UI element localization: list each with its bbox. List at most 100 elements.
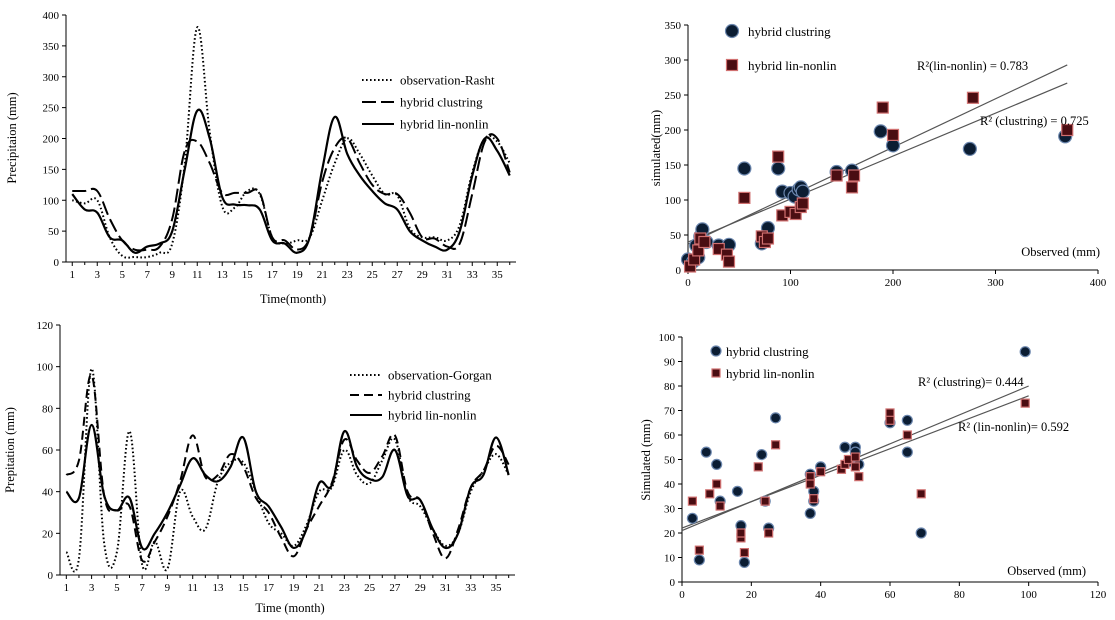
x-tick-label: 13 [217, 269, 229, 281]
data-point-lin-nonlin [902, 430, 912, 440]
y-tick-label: 90 [664, 357, 676, 369]
x-tick-label: 15 [242, 269, 254, 281]
y-tick-label: 50 [670, 230, 682, 242]
x-axis-title: Time(month) [260, 292, 326, 306]
y-tick-label: 80 [42, 403, 54, 415]
data-point-lin-nonlin [736, 528, 746, 538]
x-tick-label: 21 [314, 582, 325, 594]
x-tick-label: 35 [492, 269, 504, 281]
y-tick-label: 50 [48, 226, 60, 238]
x-tick-label: 33 [467, 269, 479, 281]
y-tick-label: 100 [37, 362, 54, 374]
y-tick-label: 20 [664, 528, 676, 540]
data-point-lin-nonlin [830, 169, 843, 182]
y-tick-label: 300 [43, 72, 60, 84]
x-tick-label: 11 [192, 269, 203, 281]
x-axis-title: Observed (mm) [1007, 564, 1086, 578]
x-tick-label: 29 [415, 582, 427, 594]
legend-label: observation-Rasht [400, 73, 495, 88]
data-point-lin-nonlin [886, 128, 900, 141]
x-tick-label: 31 [440, 582, 451, 594]
x-tick-label: 23 [342, 269, 354, 281]
y-tick-label: 0 [54, 257, 60, 269]
y-axis-title: Simulated (mm) [639, 419, 653, 501]
legend-label: hybrid clustring [748, 24, 831, 39]
r-squared-annotation: R² (clustring) = 0.725 [980, 114, 1089, 128]
x-tick-label: 25 [364, 582, 376, 594]
trendline-lin-nonlin [687, 64, 1068, 245]
data-point-lin-nonlin [885, 415, 895, 425]
legend-label: hybrid lin-nonlin [726, 366, 815, 381]
x-tick-label: 1 [64, 582, 70, 594]
y-tick-label: 60 [664, 430, 676, 442]
y-tick-label: 150 [665, 160, 682, 172]
x-tick-label: 7 [139, 582, 145, 594]
legend-marker [710, 345, 722, 357]
y-tick-label: 350 [43, 41, 60, 53]
data-point-lin-nonlin [712, 479, 722, 489]
x-tick-label: 31 [442, 269, 453, 281]
x-tick-label: 0 [679, 589, 685, 601]
x-tick-label: 80 [954, 589, 966, 601]
data-point-clustring [711, 458, 723, 470]
data-point-clustring [731, 485, 744, 497]
y-tick-label: 80 [664, 381, 676, 393]
series-line-observation-rasht [71, 26, 511, 259]
data-point-lin-nonlin [876, 101, 889, 114]
r-squared-annotation: R² (lin-nonlin)= 0.592 [958, 420, 1069, 434]
x-tick-label: 7 [145, 269, 151, 281]
legend-marker [724, 23, 740, 39]
x-tick-label: 0 [685, 277, 691, 289]
data-point-clustring [915, 527, 927, 539]
data-point-clustring [686, 512, 699, 524]
data-point-clustring [769, 412, 782, 424]
x-tick-label: 13 [212, 582, 224, 594]
y-tick-label: 10 [664, 553, 676, 565]
y-tick-label: 0 [48, 570, 54, 582]
r-squared-annotation: R² (clustring)= 0.444 [918, 375, 1024, 389]
x-tick-label: 120 [1090, 589, 1107, 601]
data-point-lin-nonlin [796, 197, 809, 210]
data-point-lin-nonlin [694, 545, 704, 555]
series-line-observation-gorgan [65, 367, 510, 573]
data-point-lin-nonlin [760, 496, 770, 506]
data-point-lin-nonlin [1061, 123, 1074, 137]
legend-marker [711, 368, 721, 378]
legend-label: hybrid lin-nonlin [388, 408, 477, 423]
x-axis-title: Observed (mm) [1021, 245, 1100, 259]
x-tick-label: 1 [70, 269, 76, 281]
y-tick-label: 200 [665, 125, 682, 137]
data-point-lin-nonlin [770, 440, 781, 450]
y-tick-label: 150 [43, 164, 60, 176]
data-point-clustring [738, 556, 751, 569]
x-tick-label: 29 [417, 269, 429, 281]
data-point-clustring [756, 449, 768, 461]
x-tick-label: 40 [815, 589, 827, 601]
x-tick-label: 60 [885, 589, 897, 601]
data-point-lin-nonlin [916, 489, 926, 499]
y-tick-label: 400 [43, 10, 60, 22]
y-tick-label: 40 [42, 487, 54, 499]
x-axis-title: Time (month) [255, 601, 324, 615]
x-tick-label: 400 [1090, 277, 1107, 289]
data-point-clustring [1019, 346, 1031, 358]
data-point-lin-nonlin [847, 169, 861, 182]
legend-label: observation-Gorgan [388, 368, 492, 383]
x-tick-label: 3 [95, 269, 101, 281]
y-tick-label: 30 [664, 504, 676, 516]
data-point-lin-nonlin [761, 232, 775, 245]
x-tick-label: 200 [885, 277, 902, 289]
x-tick-label: 35 [491, 582, 503, 594]
y-tick-label: 250 [665, 90, 682, 102]
trendline-clustring [687, 82, 1068, 243]
data-point-clustring [771, 161, 786, 176]
series-line-hybrid-lin-nonlin [65, 423, 510, 551]
data-point-lin-nonlin [845, 181, 859, 194]
x-tick-label: 27 [389, 582, 401, 594]
x-tick-label: 33 [465, 582, 477, 594]
y-tick-label: 100 [43, 195, 60, 207]
data-point-clustring [901, 414, 913, 426]
x-tick-label: 17 [263, 582, 275, 594]
y-tick-label: 60 [42, 445, 54, 457]
